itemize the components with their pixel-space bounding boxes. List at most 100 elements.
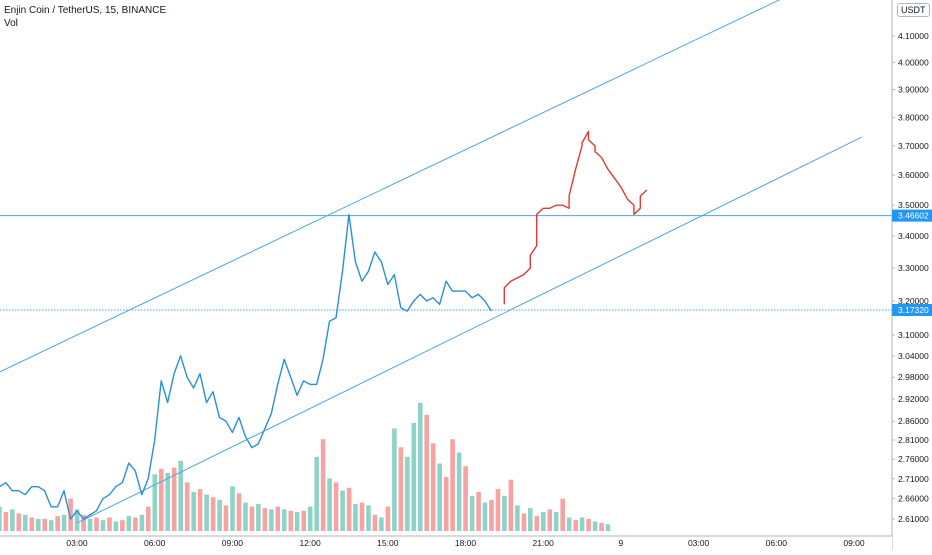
volume-bar <box>94 517 99 531</box>
volume-bar <box>74 509 80 531</box>
volume-bar <box>476 491 481 531</box>
volume-bar <box>3 512 9 531</box>
volume-bar <box>23 514 28 531</box>
volume-bar <box>113 521 119 531</box>
y-tick-label: 3.80000 <box>898 112 929 122</box>
volume-bar <box>126 516 132 531</box>
horizontal-levels <box>0 215 892 311</box>
volume-bar <box>560 498 565 531</box>
volume-bar <box>430 443 436 532</box>
volume-bar <box>359 502 365 531</box>
y-tick-label: 2.71000 <box>898 474 929 484</box>
volume-bar <box>353 504 358 531</box>
volume-bar <box>61 514 67 531</box>
volume-bar <box>443 477 449 531</box>
currency-selector[interactable]: USDT <box>897 3 930 17</box>
x-tick-label: 09:00 <box>843 538 865 548</box>
volume-bar <box>120 520 125 531</box>
volume-bar <box>159 468 164 531</box>
volume-bar <box>282 509 287 531</box>
y-tick-label: 2.81000 <box>898 435 929 445</box>
volume-bar <box>469 495 475 531</box>
time-axis-panel[interactable] <box>0 536 892 550</box>
y-tick-label: 2.92000 <box>898 394 929 404</box>
volume-bar <box>275 506 281 531</box>
volume-bar <box>515 505 520 531</box>
y-tick-label: 3.90000 <box>898 85 929 95</box>
x-tick-label: 12:00 <box>299 538 321 548</box>
volume-bar <box>573 520 578 531</box>
channel-line[interactable] <box>76 136 863 524</box>
volume-bar <box>68 498 73 531</box>
price-axis-panel[interactable] <box>892 0 932 550</box>
volume-bar <box>256 504 261 531</box>
x-tick-label: 09:00 <box>222 538 244 548</box>
price-label-box <box>892 209 932 222</box>
volume-bar <box>405 456 410 532</box>
volume-bar <box>320 439 326 531</box>
x-tick-label: 06:00 <box>766 538 788 548</box>
volume-bar <box>605 524 611 532</box>
volume-bar <box>437 463 442 531</box>
x-tick-label: 03:00 <box>688 538 710 548</box>
volume-bar <box>592 521 598 531</box>
y-tick-label: 2.76000 <box>898 454 929 464</box>
volume-bar <box>411 423 417 531</box>
channel-line[interactable] <box>0 0 862 381</box>
currency-label: USDT <box>901 5 926 15</box>
volume-bar <box>599 522 604 531</box>
x-tick-label: 9 <box>619 538 624 548</box>
volume-bar <box>521 513 527 532</box>
volume-bar <box>424 414 429 531</box>
volume-indicator-label[interactable]: Vol <box>4 18 18 29</box>
symbol-title[interactable]: Enjin Coin / TetherUS, 15, BINANCE <box>4 5 167 16</box>
volume-bar <box>178 460 183 531</box>
volume-bar <box>236 493 242 531</box>
price-label-text: 3.17320 <box>898 305 929 315</box>
volume-bar <box>579 517 585 531</box>
volume-bar <box>36 518 41 532</box>
y-tick-label: 3.04000 <box>898 351 929 361</box>
y-tick-label: 3.60000 <box>898 170 929 180</box>
volume-bar <box>314 456 319 532</box>
volume-bar <box>87 518 93 532</box>
volume-bar <box>269 509 274 531</box>
volume-bar <box>100 520 106 531</box>
volume-bar <box>456 452 462 531</box>
volume-bar <box>55 516 60 531</box>
y-tick-label: 2.86000 <box>898 416 929 426</box>
volume-bar <box>534 516 540 531</box>
volume-bar <box>249 506 255 531</box>
y-tick-label: 3.20000 <box>898 296 929 306</box>
volume-bar <box>0 506 2 531</box>
volume-bar <box>346 487 352 531</box>
x-tick-label: 15:00 <box>377 538 399 548</box>
volume-bar <box>553 512 559 531</box>
volume-bar <box>197 489 203 531</box>
volume-bar <box>191 491 196 531</box>
volume-bar <box>262 508 268 532</box>
y-tick-label: 2.66000 <box>898 494 929 504</box>
x-tick-label: 18:00 <box>455 538 477 548</box>
volume-bar <box>288 510 294 532</box>
volume-bars <box>0 402 611 532</box>
volume-bar <box>586 518 591 532</box>
volume-bar <box>392 428 397 531</box>
volume-bar <box>294 512 300 531</box>
y-tick-label: 4.00000 <box>898 57 929 67</box>
volume-bar <box>366 505 371 531</box>
volume-bar <box>48 520 54 531</box>
volume-bar <box>482 502 488 531</box>
chart-header: Enjin Coin / TetherUS, 15, BINANCE Vol <box>4 4 166 30</box>
volume-bar <box>171 467 177 531</box>
volume-bar <box>210 497 216 532</box>
price-line[interactable] <box>0 213 492 520</box>
volume-bar <box>463 466 468 531</box>
volume-bar <box>107 517 112 531</box>
projection-line[interactable] <box>503 130 648 305</box>
volume-bar <box>502 495 507 531</box>
volume-bar <box>184 482 190 531</box>
